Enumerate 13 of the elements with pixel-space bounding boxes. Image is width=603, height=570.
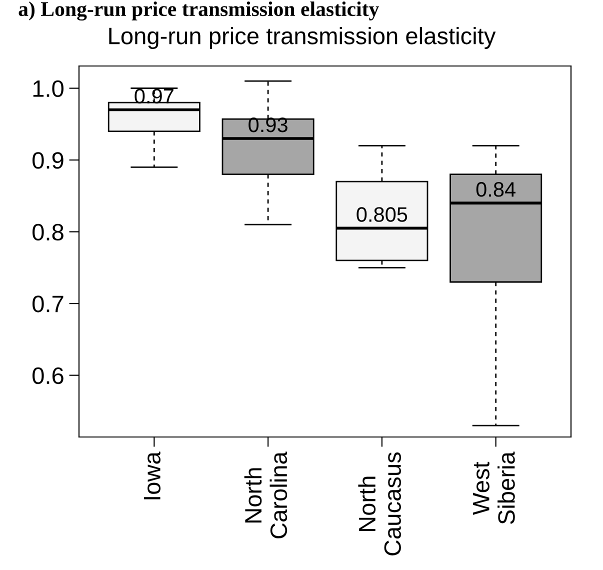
annotation: 0.84 xyxy=(476,182,516,197)
x-tick-label: North Caucasus xyxy=(358,452,401,556)
x-tick-label: Iowa xyxy=(144,452,161,500)
chart-title: Long-run price transmission elasticity xyxy=(109,26,496,50)
y-tick-label: 0.7 xyxy=(32,296,64,312)
y-tick-label: 0.8 xyxy=(32,224,64,241)
y-tick-label: 0.9 xyxy=(32,152,64,169)
x-tick-label: North Carolina xyxy=(244,452,288,538)
annotation: 0.805 xyxy=(356,207,408,222)
y-tick-label: 0.6 xyxy=(32,367,64,384)
text: a) Long-run price transmission elasticity xyxy=(18,1,379,21)
x-tick-label: West Siberia xyxy=(472,452,515,524)
y-tick-label: 1.0 xyxy=(33,80,64,98)
